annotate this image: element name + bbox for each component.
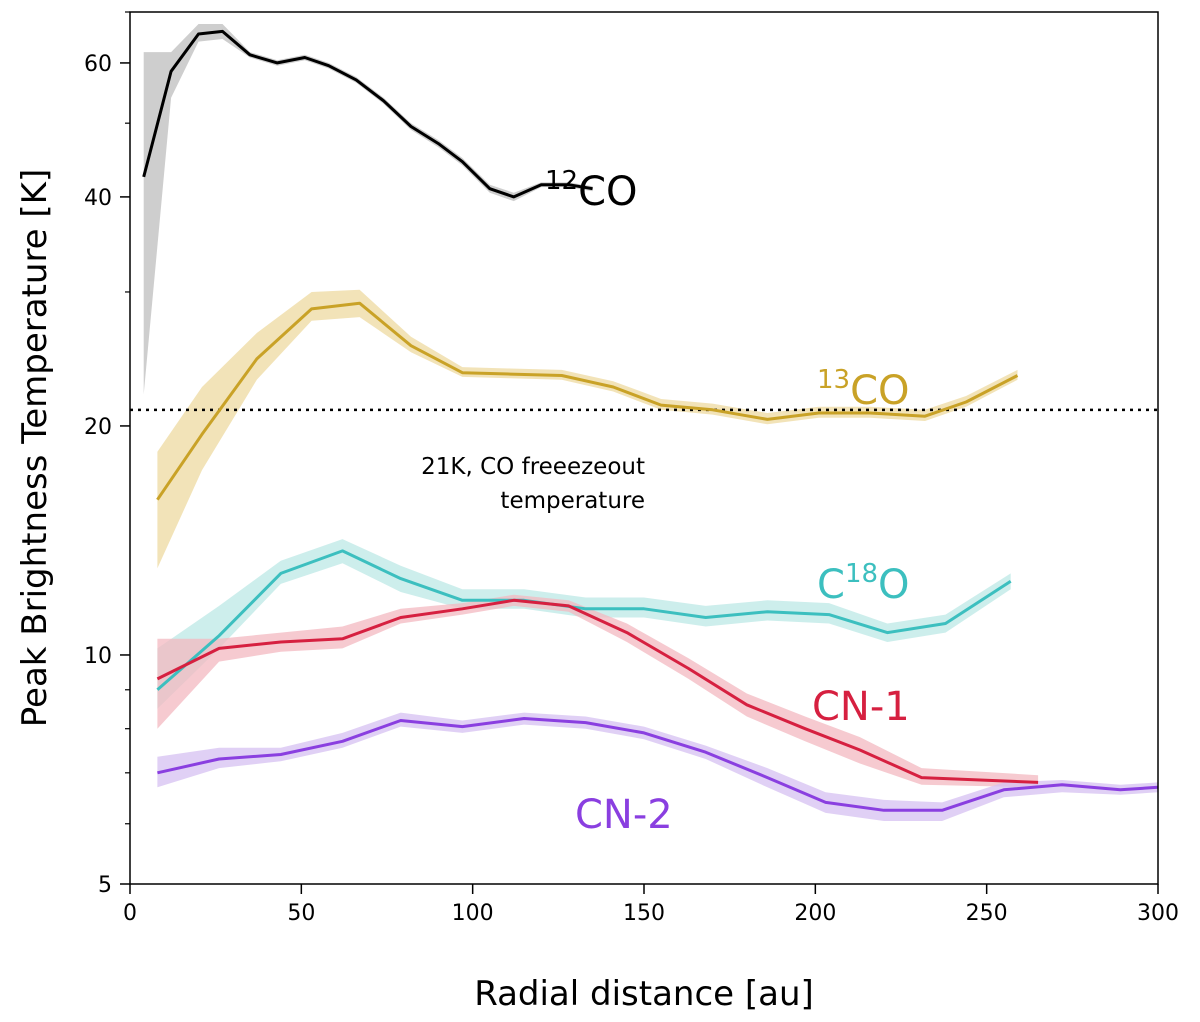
- threshold-annotation-line2: temperature: [500, 488, 645, 514]
- 12co-label-tail: CO: [578, 169, 637, 215]
- c18o-label-superscript: 18: [845, 559, 878, 589]
- cn-1-label-base: CN-1: [812, 684, 910, 730]
- cn-1-line: [156, 598, 1039, 784]
- c18o-series-label: C18O: [817, 559, 910, 608]
- c18o-uncertainty-band: [157, 539, 1011, 709]
- 12co-uncertainty-band: [143, 24, 593, 395]
- x-tick-label: 200: [794, 901, 836, 926]
- cn-1-series-label: CN-1: [812, 684, 910, 730]
- y-tick-label: 60: [84, 52, 112, 77]
- x-tick-label: 150: [623, 901, 665, 926]
- x-tick-label: 300: [1137, 901, 1179, 926]
- 13co-label-tail: CO: [850, 368, 909, 414]
- y-tick-label: 40: [84, 186, 112, 211]
- c18o-label-tail: O: [878, 562, 909, 608]
- y-tick-label: 5: [98, 873, 112, 898]
- cn-1-uncertainty-band: [157, 594, 1039, 788]
- x-tick-label: 250: [966, 901, 1008, 926]
- threshold-annotation-line1: 21K, CO freeezeout: [421, 454, 645, 480]
- 13co-series-label: 13CO: [817, 365, 910, 414]
- cn-2-uncertainty-band: [157, 712, 1158, 821]
- x-tick-label: 0: [123, 901, 137, 926]
- 12co-series-label: 12CO: [545, 166, 638, 215]
- axis-ticks: 0 50 100 150 200 250 300 5 10 20 40 60: [84, 11, 1179, 926]
- 12co-label-superscript: 12: [545, 166, 578, 196]
- y-tick-label: 20: [84, 415, 112, 440]
- x-axis-title: Radial distance [au]: [474, 974, 814, 1014]
- c18o-label-base: C: [817, 562, 845, 608]
- 13co-line: [156, 301, 1019, 501]
- cn-2-label-base: CN-2: [575, 792, 673, 838]
- uncertainty-bands: [143, 24, 1158, 821]
- series-lines: [142, 29, 1159, 812]
- x-tick-label: 50: [287, 901, 315, 926]
- x-tick-label: 100: [452, 901, 494, 926]
- y-axis-title: Peak Brightness Temperature [K]: [15, 169, 55, 727]
- 12co-line: [142, 29, 593, 199]
- cn-2-line: [157, 717, 1159, 812]
- 13co-label-superscript: 13: [817, 365, 850, 395]
- cn-2-series-label: CN-2: [575, 792, 673, 838]
- y-tick-label: 10: [84, 644, 112, 669]
- c18o-line: [156, 549, 1012, 691]
